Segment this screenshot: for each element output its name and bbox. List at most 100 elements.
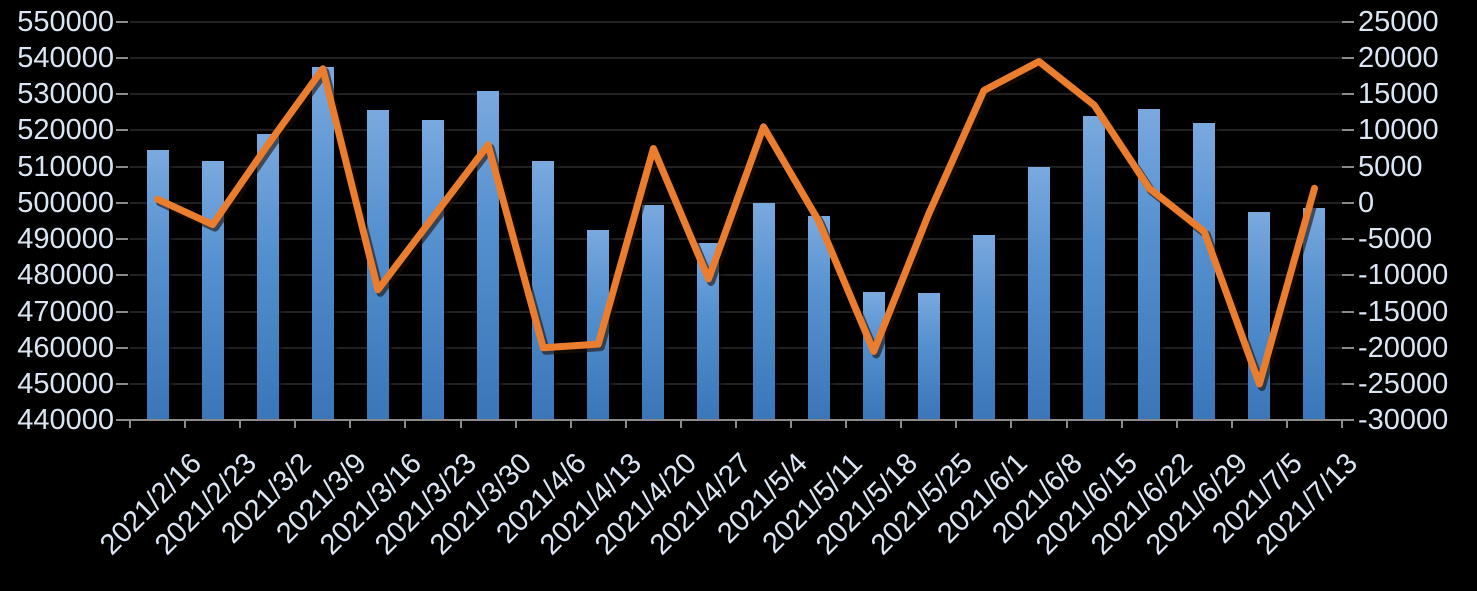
right-axis-tick [1342,129,1354,132]
bar [807,215,830,421]
x-axis-tick [1065,421,1068,429]
left-axis-tick-label: 530000 [17,78,114,111]
x-axis-tick [1230,421,1233,429]
x-axis-tick [1175,421,1178,429]
bar [1028,166,1050,421]
right-axis-tick [1342,201,1354,204]
right-axis-tick [1342,56,1354,59]
left-axis-tick-label: 540000 [17,41,114,74]
right-axis-tick [1342,310,1354,313]
right-axis-tick [1342,274,1354,277]
left-axis-tick [116,165,128,168]
x-axis-tick [569,421,572,429]
right-axis-tick [1342,419,1354,422]
gridline [130,93,1342,96]
right-axis-tick-label: 15000 [1358,78,1439,111]
x-axis-line [127,419,1345,422]
gridline [130,56,1342,59]
left-axis-tick-label: 450000 [17,367,114,400]
left-axis-tick-label: 510000 [17,150,114,183]
x-axis-tick [404,421,407,429]
left-axis-tick [116,20,128,23]
x-axis-tick [459,421,462,429]
x-axis-tick [624,421,627,429]
bar [366,110,389,421]
x-axis-tick [1120,421,1123,429]
left-axis-tick [116,274,128,277]
line-series-path [154,58,1318,388]
right-axis-tick [1342,165,1354,168]
left-axis-tick-label: 550000 [17,5,114,38]
bar [1138,108,1161,421]
left-axis-tick-label: 500000 [17,186,114,219]
left-axis-tick-label: 490000 [17,223,114,256]
x-axis-tick [129,421,131,429]
left-axis-tick [116,310,128,313]
bar [697,242,720,421]
left-axis-tick-label: 480000 [17,259,114,292]
right-axis-tick-label: -25000 [1358,367,1449,400]
gridline [130,346,1342,349]
left-axis-tick-label: 460000 [17,331,114,364]
right-axis-tick-label: 0 [1358,186,1375,219]
x-axis-tick [900,421,903,429]
gridline [130,238,1342,241]
left-axis-tick-label: 470000 [17,295,114,328]
right-axis-tick-label: -20000 [1358,331,1449,364]
bar [917,293,940,421]
gridline [130,310,1342,313]
right-axis-tick [1342,382,1354,385]
right-axis-tick [1342,346,1354,349]
right-axis-tick [1342,93,1354,96]
left-axis-tick [116,382,128,385]
x-axis-tick [239,421,242,429]
x-axis-tick [294,421,297,429]
gridline [130,165,1342,168]
left-axis-tick-label: 520000 [17,114,114,147]
x-axis-tick [1285,421,1288,429]
x-axis-tick [184,421,187,429]
right-axis-tick-label: -5000 [1358,223,1433,256]
left-axis-tick [116,419,128,422]
gridline [130,274,1342,277]
bar [256,134,279,421]
right-axis-tick-label: 5000 [1358,150,1423,183]
right-axis-tick [1342,20,1354,23]
bar [311,66,334,421]
x-axis-tick [349,421,352,429]
bar [587,230,610,421]
gridline [130,20,1342,23]
x-axis-tick [955,421,958,429]
left-axis-tick [116,201,128,204]
bar [532,161,555,421]
right-axis-tick-label: 20000 [1358,41,1439,74]
x-axis-tick [514,421,517,429]
x-axis-tick [845,421,848,429]
bar [642,204,665,421]
bar [1193,123,1216,421]
left-axis-tick [116,93,128,96]
right-axis-tick-label: -10000 [1358,259,1449,292]
bar [752,202,775,421]
bar [972,235,995,421]
x-axis-tick [735,421,737,429]
bar [422,119,444,421]
left-axis-tick [116,346,128,349]
left-axis-tick-label: 440000 [17,404,114,437]
x-axis-tick [679,421,682,429]
right-axis-tick [1342,238,1354,241]
right-axis-tick-label: 10000 [1358,114,1439,147]
gridline [130,129,1342,132]
right-axis-tick-label: -15000 [1358,295,1449,328]
right-axis-tick-label: 25000 [1358,5,1439,38]
left-axis-tick [116,56,128,59]
x-axis-tick [1341,421,1343,429]
x-axis-tick [790,421,793,429]
bar [146,150,169,421]
gridline [130,382,1342,385]
left-axis-tick [116,238,128,241]
bar [1083,115,1106,421]
